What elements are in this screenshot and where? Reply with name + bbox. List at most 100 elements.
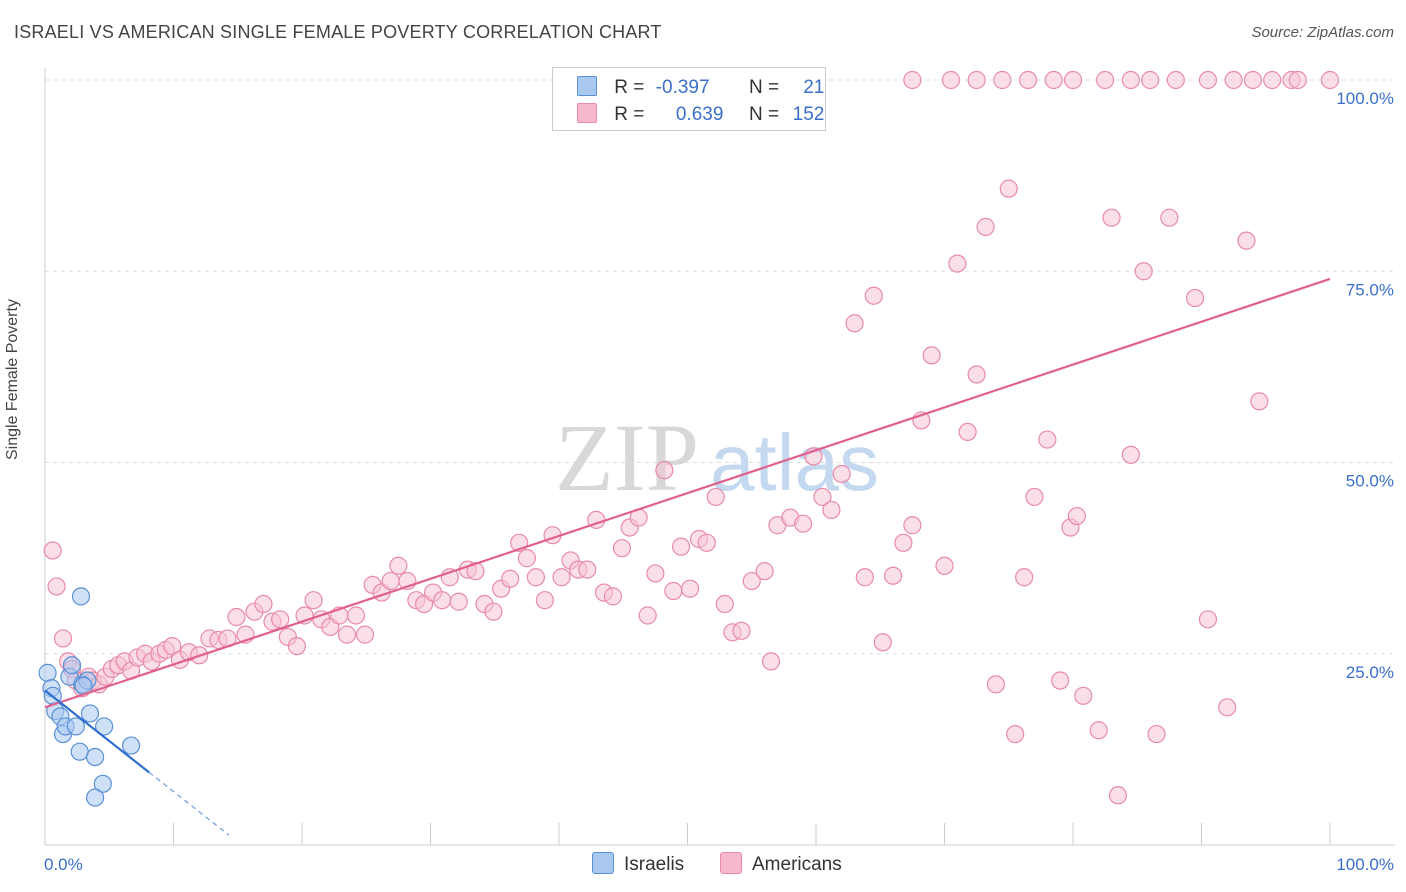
american-point xyxy=(732,621,751,640)
y-tick-label: 50.0% xyxy=(1346,472,1394,491)
american-point xyxy=(1320,70,1340,90)
israeli-point xyxy=(86,788,105,807)
american-point xyxy=(1038,430,1057,449)
legend-label-americans: Americans xyxy=(752,854,842,875)
american-point xyxy=(999,179,1018,198)
american-point xyxy=(671,537,691,556)
american-point xyxy=(894,533,913,552)
american-point xyxy=(664,581,683,601)
legend-swatch-americans xyxy=(720,852,742,874)
legend-n-label: N = xyxy=(748,104,780,125)
american-point xyxy=(271,610,290,629)
americans-points xyxy=(43,70,1340,805)
american-point xyxy=(501,569,520,588)
american-point xyxy=(794,514,813,533)
american-point xyxy=(1160,208,1179,227)
tick-labels: 25.0% 50.0% 75.0% 100.0% 0.0% 100.0% xyxy=(44,89,1394,874)
legend-label-israelis: Israelis xyxy=(624,854,685,875)
american-point xyxy=(1051,671,1070,690)
american-point xyxy=(903,70,922,90)
american-point xyxy=(1018,70,1038,90)
american-point xyxy=(855,568,874,587)
americans-trend-line xyxy=(44,277,1331,709)
american-point xyxy=(552,568,571,587)
israelis-trend-line xyxy=(44,689,150,774)
american-point xyxy=(1250,392,1269,411)
american-point xyxy=(1006,724,1025,744)
american-point xyxy=(227,607,246,627)
american-point xyxy=(1198,70,1218,90)
american-point xyxy=(603,587,623,606)
american-point xyxy=(1102,208,1121,227)
american-point xyxy=(1147,724,1166,744)
american-point xyxy=(903,516,922,535)
american-point xyxy=(484,602,503,621)
chart-title: ISRAELI VS AMERICAN SINGLE FEMALE POVERT… xyxy=(14,22,662,42)
american-point xyxy=(1288,70,1307,90)
israeli-point xyxy=(62,656,82,675)
american-point xyxy=(1140,70,1160,90)
israeli-point xyxy=(121,736,141,755)
x-tick-label: 100.0% xyxy=(1336,855,1394,874)
american-point xyxy=(1044,70,1063,90)
american-point xyxy=(287,636,306,656)
american-point xyxy=(432,591,452,610)
watermark-atlas: atlas xyxy=(710,418,879,507)
y-tick-label: 100.0% xyxy=(1336,89,1394,108)
american-point xyxy=(1063,70,1083,90)
american-point xyxy=(864,286,883,305)
legend-item-israelis: Israelis xyxy=(592,852,684,876)
american-point xyxy=(1121,445,1140,464)
american-point xyxy=(832,464,851,484)
american-point xyxy=(1015,568,1034,587)
american-point xyxy=(935,556,954,575)
american-point xyxy=(742,571,761,591)
y-tick-label: 75.0% xyxy=(1346,280,1394,299)
american-point xyxy=(761,652,781,671)
israeli-point xyxy=(71,587,91,606)
american-point xyxy=(535,591,554,610)
american-point xyxy=(612,539,632,558)
israeli-point xyxy=(86,747,105,767)
legend-row-americans: R = 0.639 N = 152 xyxy=(577,103,824,125)
american-point xyxy=(1134,262,1153,281)
chart-source: Source: ZipAtlas.com xyxy=(1251,24,1394,41)
y-axis-label: Single Female Poverty xyxy=(4,299,21,460)
american-point xyxy=(655,461,674,480)
american-point xyxy=(1237,231,1256,250)
y-tick-label: 25.0% xyxy=(1346,663,1394,682)
american-point xyxy=(873,633,892,652)
watermark-zip: ZIP xyxy=(555,404,699,511)
american-point xyxy=(43,541,62,560)
american-point xyxy=(883,566,903,585)
american-point xyxy=(1263,70,1282,90)
american-point xyxy=(976,217,995,236)
legend-r-label: R = xyxy=(614,104,645,125)
american-point xyxy=(1166,70,1185,90)
american-point xyxy=(1096,70,1115,90)
american-point xyxy=(53,629,73,648)
legend-r-value: -0.397 xyxy=(655,77,710,98)
series-legend: Israelis Americans xyxy=(0,850,1406,878)
american-point xyxy=(922,346,941,365)
american-point xyxy=(304,591,323,610)
israeli-point xyxy=(80,704,100,723)
american-point xyxy=(845,314,864,333)
american-point xyxy=(355,625,375,644)
american-point xyxy=(1108,786,1128,805)
american-point xyxy=(1218,698,1237,717)
american-point xyxy=(381,571,400,591)
american-point xyxy=(706,487,725,507)
israelis-trend-extension xyxy=(148,771,230,836)
american-point xyxy=(1198,610,1218,629)
legend-item-americans: Americans xyxy=(720,852,842,876)
american-point xyxy=(1243,70,1263,90)
legend-swatch-israelis xyxy=(577,76,597,96)
american-point xyxy=(715,594,734,614)
legend-swatch-israelis xyxy=(592,852,614,874)
american-point xyxy=(389,556,408,575)
american-point xyxy=(517,549,536,568)
american-point xyxy=(1185,288,1205,308)
israeli-point xyxy=(93,774,112,793)
israeli-point xyxy=(66,717,85,736)
